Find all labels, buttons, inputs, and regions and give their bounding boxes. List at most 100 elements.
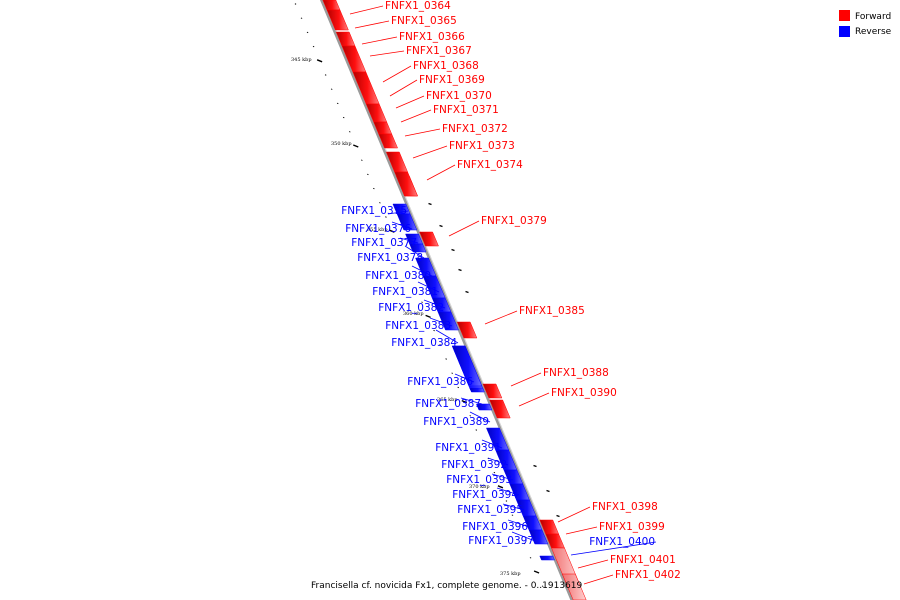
gene-label-fnfx1_0395[interactable]: FNFX1_0395 xyxy=(457,504,523,516)
leader-line-fnfx1_0374 xyxy=(426,164,456,181)
leader-line-fnfx1_0391 xyxy=(481,439,503,449)
gene-label-fnfx1_0365[interactable]: FNFX1_0365 xyxy=(391,15,457,27)
gene-block-fnfx1_0371[interactable] xyxy=(378,133,398,149)
gene-block-fnfx1_0374[interactable] xyxy=(394,171,418,197)
gene-label-fnfx1_0377[interactable]: FNFX1_0377 xyxy=(351,237,417,249)
gene-label-fnfx1_0367[interactable]: FNFX1_0367 xyxy=(406,45,472,57)
gene-label-fnfx1_0375[interactable]: FNFX1_0375 xyxy=(341,205,407,217)
gene-label-fnfx1_0386[interactable]: FNFX1_0386 xyxy=(407,376,473,388)
gene-label-fnfx1_0366[interactable]: FNFX1_0366 xyxy=(399,31,465,43)
scale-major-tick xyxy=(316,59,323,63)
gene-label-fnfx1_0372[interactable]: FNFX1_0372 xyxy=(442,123,508,135)
scale-major-tick xyxy=(353,144,359,148)
scale-minor-tick xyxy=(439,224,443,228)
gene-label-fnfx1_0393[interactable]: FNFX1_0393 xyxy=(446,474,512,486)
gene-label-fnfx1_0368[interactable]: FNFX1_0368 xyxy=(413,60,479,72)
gene-label-fnfx1_0370[interactable]: FNFX1_0370 xyxy=(426,90,492,102)
scale-minor-tick xyxy=(481,443,484,445)
gene-label-fnfx1_0402[interactable]: FNFX1_0402 xyxy=(615,569,681,581)
gene-label-fnfx1_0380[interactable]: FNFX1_0380 xyxy=(365,270,431,282)
scale-minor-tick xyxy=(360,159,363,161)
gene-block-fnfx1_0388[interactable] xyxy=(482,383,503,399)
gene-block-fnfx1_0400[interactable] xyxy=(539,555,555,561)
scale-minor-tick xyxy=(379,202,381,204)
scale-major-tick xyxy=(461,399,468,404)
scale-minor-tick xyxy=(433,329,435,332)
gene-label-fnfx1_0389[interactable]: FNFX1_0389 xyxy=(423,416,489,428)
gene-label-fnfx1_0394[interactable]: FNFX1_0394 xyxy=(452,489,518,501)
gene-label-fnfx1_0364[interactable]: FNFX1_0364 xyxy=(385,0,451,12)
scale-minor-tick xyxy=(457,386,460,389)
leader-line-fnfx1_0368 xyxy=(382,65,412,83)
gene-block-fnfx1_0389[interactable] xyxy=(476,403,493,411)
gene-label-fnfx1_0398[interactable]: FNFX1_0398 xyxy=(592,501,658,513)
gene-label-fnfx1_0396[interactable]: FNFX1_0396 xyxy=(462,521,528,533)
scale-minor-tick xyxy=(421,301,423,303)
gene-label-fnfx1_0382[interactable]: FNFX1_0382 xyxy=(378,302,444,314)
tick-label-375: 375 kbp xyxy=(500,571,521,577)
scale-minor-tick xyxy=(475,429,478,431)
gene-label-fnfx1_0371[interactable]: FNFX1_0371 xyxy=(433,104,499,116)
gene-block-fnfx1_0390[interactable] xyxy=(489,399,511,419)
scale-minor-tick xyxy=(324,74,327,76)
leader-line-fnfx1_0402 xyxy=(583,574,614,585)
gene-block-fnfx1_0386[interactable] xyxy=(451,345,483,387)
scale-minor-tick xyxy=(469,415,472,417)
gene-block-fnfx1_0365[interactable] xyxy=(326,9,349,31)
leader-line-fnfx1_0367 xyxy=(369,50,405,57)
leader-line-fnfx1_0388 xyxy=(510,372,542,387)
gene-label-fnfx1_0401[interactable]: FNFX1_0401 xyxy=(610,554,676,566)
gene-block-fnfx1_0378[interactable] xyxy=(409,243,427,253)
scale-minor-tick xyxy=(458,268,462,272)
scale-minor-tick xyxy=(403,258,405,261)
gene-label-fnfx1_0378[interactable]: FNFX1_0378 xyxy=(357,252,423,264)
scale-minor-tick xyxy=(306,31,309,34)
scale-minor-tick xyxy=(428,202,432,206)
scale-major-tick xyxy=(533,570,540,574)
gene-label-fnfx1_0369[interactable]: FNFX1_0369 xyxy=(419,74,485,86)
gene-block-fnfx1_0387[interactable] xyxy=(469,387,485,393)
scale-major-tick xyxy=(497,485,504,489)
gene-block-fnfx1_0383[interactable] xyxy=(437,311,459,331)
gene-label-fnfx1_0384[interactable]: FNFX1_0384 xyxy=(391,337,457,349)
gene-label-fnfx1_0400[interactable]: FNFX1_0400 xyxy=(589,536,655,548)
gene-label-fnfx1_0387[interactable]: FNFX1_0387 xyxy=(415,398,481,410)
gene-label-fnfx1_0374[interactable]: FNFX1_0374 xyxy=(457,159,523,171)
leader-line-fnfx1_0393 xyxy=(491,473,514,481)
gene-labels: FNFX1_0364 FNFX1_0365 FNFX1_0366 FNFX1_0367… xyxy=(341,0,681,585)
gene-label-fnfx1_0385[interactable]: FNFX1_0385 xyxy=(519,305,585,317)
gene-block-fnfx1_0376[interactable] xyxy=(396,213,418,231)
leader-line-fnfx1_0397 xyxy=(511,531,536,542)
legend-forward-label: Forward xyxy=(855,12,891,22)
gene-label-fnfx1_0391[interactable]: FNFX1_0391 xyxy=(435,442,501,454)
scale-major-tick xyxy=(425,314,431,319)
gene-label-fnfx1_0379[interactable]: FNFX1_0379 xyxy=(481,215,547,227)
gene-label-fnfx1_0381[interactable]: FNFX1_0381 xyxy=(372,286,438,298)
leader-line-fnfx1_0370 xyxy=(395,95,425,109)
tick-label-345: 345 kbp xyxy=(291,57,312,63)
scale-minor-tick xyxy=(541,585,544,587)
gene-label-fnfx1_0376[interactable]: FNFX1_0376 xyxy=(345,223,411,235)
gene-label-fnfx1_0399[interactable]: FNFX1_0399 xyxy=(599,521,665,533)
tick-label-370: 370 kbp xyxy=(469,484,490,490)
gene-label-fnfx1_0383[interactable]: FNFX1_0383 xyxy=(385,320,451,332)
scale-minor-tick xyxy=(445,358,447,360)
gene-label-fnfx1_0388[interactable]: FNFX1_0388 xyxy=(543,367,609,379)
leader-line-fnfx1_0387 xyxy=(460,397,483,405)
scale-minor-tick xyxy=(451,248,455,252)
leader-line-fnfx1_0401 xyxy=(577,559,609,569)
leader-line-fnfx1_0395 xyxy=(502,503,525,511)
gene-block-fnfx1_0379[interactable] xyxy=(419,231,439,247)
tick-labels: 345 kbp 350 kbp 355 kbp 360 kbp 365 kbp … xyxy=(291,57,521,577)
gene-label-fnfx1_0392[interactable]: FNFX1_0392 xyxy=(441,459,507,471)
gene-block-fnfx1_0402[interactable] xyxy=(561,573,587,600)
leader-line-fnfx1_0386 xyxy=(454,373,475,383)
gene-label-fnfx1_0373[interactable]: FNFX1_0373 xyxy=(449,140,515,152)
legend-reverse-swatch xyxy=(839,26,850,37)
leader-line-fnfx1_0390 xyxy=(518,392,550,407)
gene-label-fnfx1_0397[interactable]: FNFX1_0397 xyxy=(468,535,534,547)
gene-label-fnfx1_0390[interactable]: FNFX1_0390 xyxy=(551,387,617,399)
gene-block-fnfx1_0385[interactable] xyxy=(456,321,478,339)
scale-minor-tick xyxy=(439,344,441,346)
